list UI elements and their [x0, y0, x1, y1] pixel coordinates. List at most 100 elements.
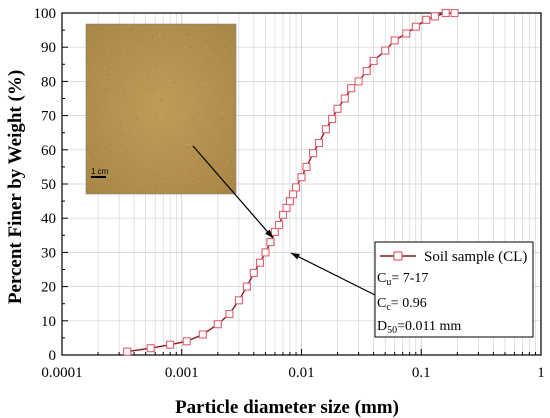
- data-point: [297, 173, 306, 182]
- photo-speck: [187, 34, 189, 36]
- photo-speck: [229, 79, 231, 81]
- y-tick-label: 20: [41, 280, 56, 296]
- photo-speck: [159, 34, 161, 36]
- photo-speck: [223, 43, 225, 45]
- photo-speck: [216, 135, 218, 137]
- photo-speck: [87, 85, 89, 87]
- photo-speck: [187, 182, 189, 183]
- photo-speck: [185, 143, 187, 145]
- data-point: [340, 94, 349, 103]
- photo-speck: [178, 115, 180, 117]
- photo-speck: [106, 26, 108, 28]
- d50-value: =0.011 mm: [397, 319, 461, 334]
- photo-speck: [196, 81, 198, 83]
- photo-speck: [155, 171, 157, 173]
- photo-speck: [230, 99, 232, 101]
- photo-speck: [221, 118, 223, 120]
- cc-value: = 0.96: [391, 296, 427, 311]
- photo-speck: [132, 128, 134, 130]
- data-point: [309, 149, 318, 158]
- photo-speck: [107, 88, 109, 90]
- x-tick-label: 0.001: [165, 365, 199, 381]
- photo-speck: [210, 167, 212, 169]
- photo-speck: [171, 179, 173, 181]
- photo-arrow-head: [265, 229, 273, 238]
- data-point: [275, 220, 284, 230]
- data-point: [278, 210, 288, 219]
- data-point: [450, 8, 459, 18]
- data-point: [411, 22, 420, 31]
- photo-speck: [123, 49, 125, 51]
- cu-subscript: u: [386, 277, 391, 288]
- photo-speck: [204, 145, 206, 147]
- photo-speck: [137, 63, 139, 65]
- photo-speck: [114, 95, 116, 97]
- photo-speck: [122, 32, 124, 34]
- photo-speck: [100, 156, 102, 158]
- photo-speck: [204, 179, 206, 181]
- photo-speck: [217, 60, 219, 62]
- data-point: [146, 344, 155, 353]
- photo-speck: [163, 177, 164, 179]
- photo-speck: [139, 135, 141, 137]
- photo-speck: [146, 164, 148, 165]
- photo-speck: [230, 127, 232, 129]
- photo-speck: [173, 46, 175, 48]
- photo-speck: [160, 32, 162, 34]
- data-point: [213, 320, 222, 329]
- data-point: [234, 296, 243, 305]
- photo-speck: [99, 100, 101, 102]
- photo-speck: [123, 92, 125, 94]
- photo-speck: [120, 149, 122, 151]
- photo-speck: [123, 77, 125, 78]
- photo-speck: [231, 181, 233, 183]
- photo-speck: [170, 144, 172, 145]
- photo-speck: [198, 178, 200, 180]
- data-point: [369, 56, 378, 65]
- data-point: [321, 125, 330, 134]
- photo-speck: [155, 50, 157, 52]
- photo-speck: [181, 135, 183, 137]
- photo-speck: [192, 155, 194, 157]
- photo-speck: [158, 35, 160, 37]
- photo-speck: [99, 83, 101, 85]
- photo-speck: [204, 192, 206, 194]
- photo-speck: [148, 176, 150, 177]
- photo-speck: [224, 52, 226, 54]
- photo-speck: [206, 46, 207, 48]
- photo-speck: [104, 44, 106, 45]
- photo-speck: [222, 114, 224, 116]
- photo-speck: [172, 133, 174, 135]
- photo-speck: [235, 168, 237, 170]
- photo-speck: [89, 79, 91, 80]
- photo-speck: [191, 154, 193, 156]
- data-point: [422, 15, 431, 24]
- photo-speck: [100, 148, 102, 150]
- photo-speck: [121, 138, 123, 140]
- photo-speck: [153, 98, 155, 100]
- data-point: [282, 203, 291, 212]
- photo-speck: [88, 158, 90, 160]
- x-axis-title: Particle diameter size (mm): [175, 397, 399, 418]
- photo-speck: [171, 73, 173, 75]
- data-point: [430, 12, 439, 21]
- photo-speck: [148, 108, 150, 110]
- photo-speck: [156, 45, 158, 47]
- photo-speck: [98, 59, 100, 61]
- photo-speck: [174, 82, 176, 84]
- photo-speck: [109, 144, 111, 146]
- photo-speck: [138, 57, 140, 59]
- series-line: [127, 12, 455, 353]
- photo-speck: [111, 24, 113, 26]
- photo-speck: [231, 38, 233, 40]
- photo-speck: [124, 129, 126, 131]
- photo-speck: [123, 64, 125, 66]
- photo-speck: [187, 52, 189, 54]
- photo-speck: [132, 65, 134, 67]
- photo-speck: [98, 27, 100, 29]
- photo-speck: [103, 67, 105, 69]
- series-markers: [123, 8, 459, 356]
- photo-speck: [112, 138, 114, 140]
- photo-speck: [199, 181, 201, 183]
